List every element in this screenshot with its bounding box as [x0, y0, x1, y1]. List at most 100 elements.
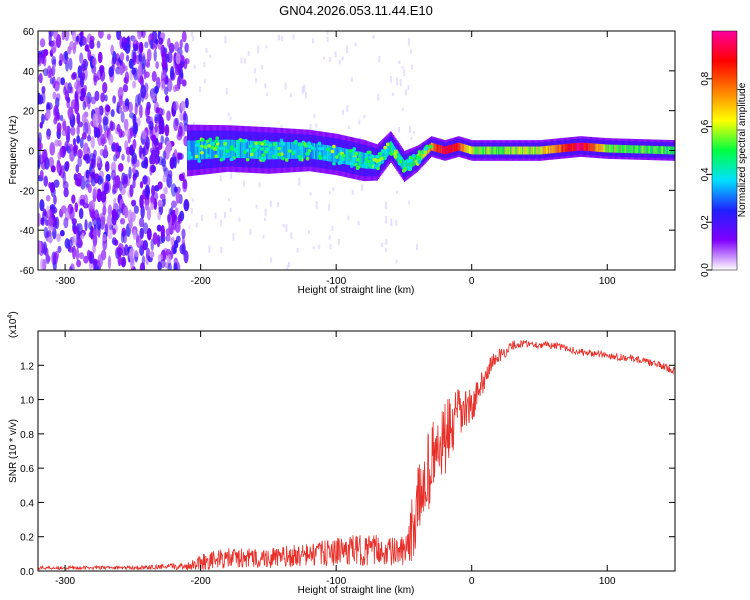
signal-core — [406, 159, 408, 171]
noise-blob — [40, 258, 44, 270]
faint-noise — [312, 38, 315, 44]
noise-blob — [129, 256, 135, 270]
signal-core — [617, 144, 619, 153]
signal-speckle — [317, 141, 322, 146]
faint-noise — [357, 221, 360, 226]
noise-blob — [169, 157, 175, 170]
signal-core — [511, 146, 513, 155]
signal-core — [646, 145, 649, 154]
faint-noise — [347, 125, 350, 130]
noise-blob — [53, 104, 59, 117]
signal-core — [549, 145, 551, 154]
noise-blob — [88, 250, 93, 264]
signal-core — [189, 140, 191, 161]
noise-blob — [128, 58, 134, 69]
signal-speckle — [318, 156, 323, 160]
signal-speckle — [293, 140, 297, 145]
signal-core — [447, 145, 449, 154]
noise-blob — [107, 227, 113, 240]
signal-core — [335, 146, 337, 163]
noise-blob — [59, 114, 64, 122]
noise-blob — [94, 90, 100, 102]
colorbar-scale — [711, 30, 738, 271]
signal-core — [278, 141, 280, 160]
noise-blob — [96, 40, 101, 49]
signal-core — [540, 146, 542, 155]
signal-speckle — [317, 147, 322, 151]
noise-blob — [174, 117, 180, 127]
signal-core — [627, 145, 629, 154]
signal-core — [241, 140, 243, 159]
signal-core — [405, 159, 407, 172]
faint-noise — [395, 219, 398, 226]
noise-blob — [132, 179, 136, 189]
signal-core — [212, 139, 214, 159]
signal-core — [542, 146, 544, 155]
snr-scale-exponent: 4 — [7, 315, 14, 319]
faint-noise — [328, 191, 331, 195]
faint-noise — [318, 244, 321, 250]
signal-core — [595, 143, 598, 152]
noise-blob — [142, 240, 149, 251]
noise-blob — [47, 216, 54, 227]
signal-core — [606, 144, 608, 153]
signal-speckle — [375, 155, 380, 159]
noise-blob — [144, 184, 151, 199]
spectrogram-x-tick-label: 100 — [599, 276, 616, 287]
noise-blob — [97, 175, 103, 186]
signal-core — [441, 145, 444, 154]
signal-core — [555, 144, 557, 153]
faint-noise — [288, 261, 291, 268]
signal-core — [273, 141, 276, 160]
colorbar-ticks: 0.0 0.2 0.4 0.6 0.8 — [700, 71, 712, 277]
faint-noise — [278, 34, 281, 41]
signal-core — [442, 146, 445, 155]
signal-core — [534, 146, 536, 155]
signal-core — [322, 144, 324, 161]
signal-speckle — [330, 149, 335, 154]
faint-noise — [351, 189, 354, 195]
noise-blob — [121, 153, 125, 161]
noise-blob — [175, 190, 180, 204]
faint-noise — [309, 123, 312, 131]
signal-core — [197, 140, 200, 160]
signal-core — [454, 143, 457, 152]
noise-blob — [152, 232, 158, 245]
faint-noise — [410, 136, 413, 140]
signal-core — [598, 143, 600, 152]
signal-core — [243, 140, 245, 159]
noise-blob — [149, 250, 155, 258]
noise-blob — [60, 205, 67, 214]
noise-blob — [146, 48, 152, 62]
noise-blob — [131, 166, 136, 174]
noise-blob — [166, 110, 171, 121]
noise-blob — [43, 53, 47, 67]
noise-blob — [69, 265, 73, 270]
signal-core — [496, 146, 498, 155]
faint-noise — [378, 55, 381, 63]
signal-core — [656, 145, 658, 154]
signal-core — [487, 146, 489, 155]
faint-noise — [224, 36, 227, 44]
signal-speckle — [241, 138, 245, 143]
noise-blob — [160, 258, 166, 269]
noise-blob — [104, 94, 108, 102]
signal-core — [580, 142, 582, 151]
signal-core — [284, 141, 286, 160]
signal-core — [438, 144, 440, 153]
signal-speckle — [417, 160, 422, 164]
snr-x-tick-label: -100 — [326, 576, 346, 587]
noise-blob — [132, 138, 137, 150]
signal-core — [577, 142, 579, 151]
faint-noise — [341, 109, 344, 115]
signal-core — [632, 145, 634, 154]
signal-speckle — [252, 147, 256, 152]
signal-speckle — [367, 159, 371, 164]
signal-core — [414, 154, 416, 166]
faint-noise — [230, 171, 233, 180]
signal-core — [268, 141, 270, 160]
signal-core — [461, 143, 463, 152]
faint-noise — [192, 122, 195, 127]
noise-blob — [110, 169, 117, 181]
